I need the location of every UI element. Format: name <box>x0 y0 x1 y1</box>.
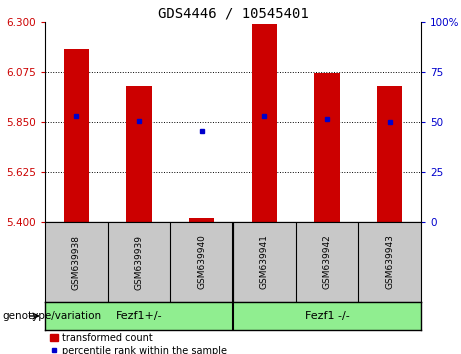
Bar <box>189 218 214 222</box>
Text: genotype/variation: genotype/variation <box>2 311 101 321</box>
Text: GSM639942: GSM639942 <box>323 235 331 289</box>
Text: GSM639941: GSM639941 <box>260 235 269 290</box>
Text: GSM639939: GSM639939 <box>135 234 143 290</box>
Text: GSM639940: GSM639940 <box>197 235 206 290</box>
Text: Fezf1 -/-: Fezf1 -/- <box>305 311 349 321</box>
Bar <box>126 86 152 222</box>
Title: GDS4446 / 10545401: GDS4446 / 10545401 <box>158 7 308 21</box>
Legend: transformed count, percentile rank within the sample: transformed count, percentile rank withi… <box>50 333 226 354</box>
Bar <box>314 73 340 222</box>
Bar <box>64 48 89 222</box>
Text: GSM639943: GSM639943 <box>385 235 394 290</box>
Text: Fezf1+/-: Fezf1+/- <box>116 311 162 321</box>
Bar <box>252 24 277 222</box>
Text: GSM639938: GSM639938 <box>72 234 81 290</box>
Bar <box>377 86 402 222</box>
